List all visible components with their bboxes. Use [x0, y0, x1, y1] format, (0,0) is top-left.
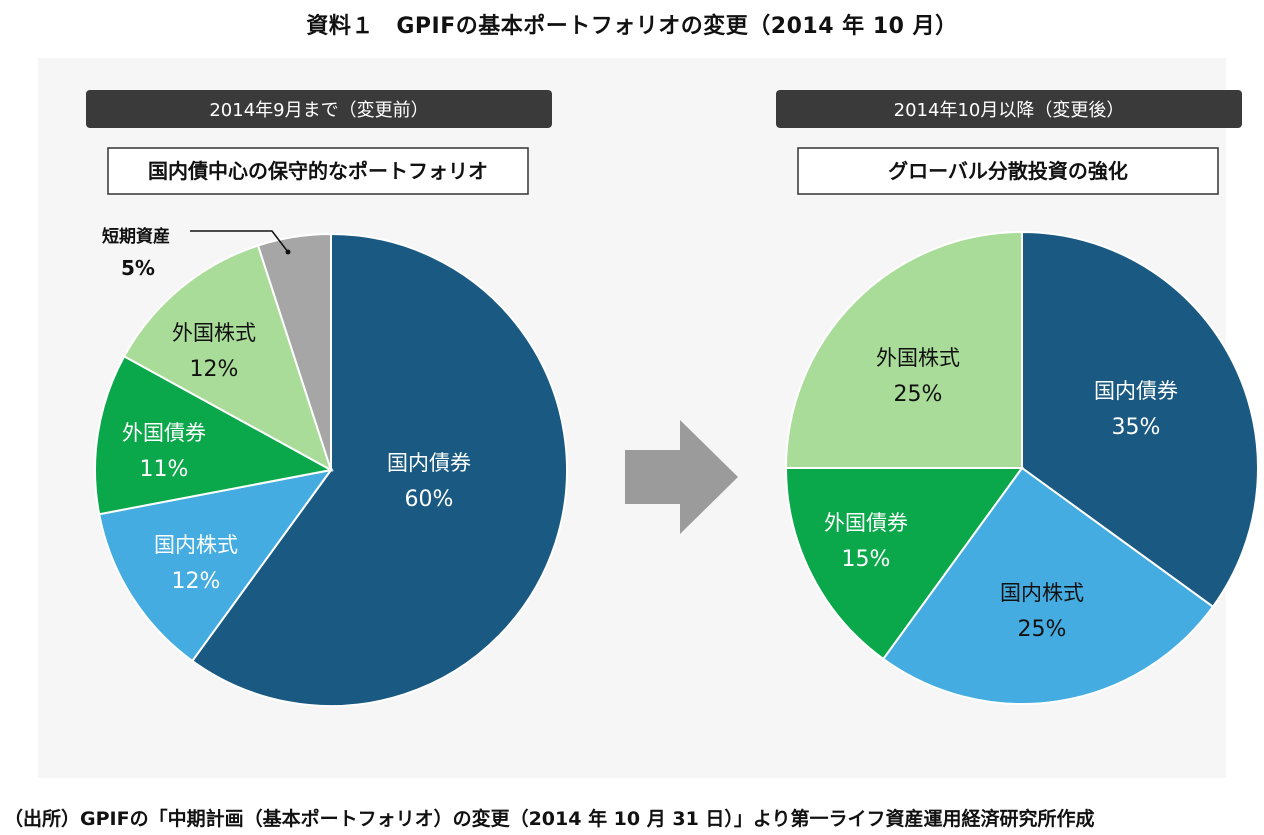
pie-before-value-4: 12% [190, 357, 239, 382]
pie-after-subtitle-box [797, 147, 1219, 195]
pie-before-label-5: 短期資産 [102, 226, 170, 247]
pie-before-header-bar [86, 90, 552, 128]
pie-after-header-bar [776, 90, 1242, 128]
pie-before-slice-4 [122, 244, 333, 473]
pie-before-header-text: 2014年9月まで（変更前） [209, 100, 428, 121]
source-note: （出所）GPIFの「中期計画（基本ポートフォリオ）の変更（2014 年 10 月… [4, 808, 1095, 830]
pie-after-label-4: 外国株式 [876, 346, 960, 370]
pie-before-callout-dot [285, 249, 291, 255]
pie-after-label-2: 国内株式 [1000, 581, 1084, 605]
pie-before-label-2: 国内株式 [154, 533, 238, 557]
pie-after-value-4: 25% [894, 382, 943, 407]
pie-before-callout-line [190, 230, 289, 253]
pie-before-value-3: 11% [140, 457, 189, 482]
pie-before-subtitle-box [107, 147, 529, 195]
pie-after-value-1: 35% [1112, 415, 1161, 440]
pie-before-value-5: 5% [121, 256, 155, 280]
pie-after-value-2: 25% [1018, 617, 1067, 642]
pie-after-label-1: 国内債券 [1094, 379, 1178, 403]
pie-after-value-3: 15% [842, 547, 891, 572]
transition-arrow-icon [625, 420, 738, 534]
pie-before-label-3: 外国債券 [122, 421, 206, 445]
pie-after-header-text: 2014年10月以降（変更後） [894, 100, 1125, 121]
pie-before-value-2: 12% [172, 569, 221, 594]
pie-after-slice-1 [1021, 230, 1259, 609]
pie-before-slice-3 [94, 354, 334, 516]
pie-after-subtitle-text: グローバル分散投資の強化 [888, 159, 1128, 183]
pie-before-slice-1 [190, 232, 568, 707]
pie-after-slice-2 [881, 466, 1215, 705]
pie-before-label-4: 外国株式 [172, 321, 256, 345]
pie-before-value-1: 60% [405, 487, 454, 512]
pie-before-slice-5 [256, 232, 332, 471]
pie-after-label-3: 外国債券 [824, 511, 908, 535]
pie-before-label-1: 国内債券 [387, 451, 471, 475]
pie-before-slice-2 [98, 468, 334, 663]
pie-before-subtitle-text: 国内債中心の保守的なポートフォリオ [148, 159, 488, 183]
chart-title: 資料１ GPIFの基本ポートフォリオの変更（2014 年 10 月） [306, 14, 958, 39]
pie-after-slice-4 [784, 230, 1023, 469]
pie-after-slice-3 [784, 467, 1024, 661]
